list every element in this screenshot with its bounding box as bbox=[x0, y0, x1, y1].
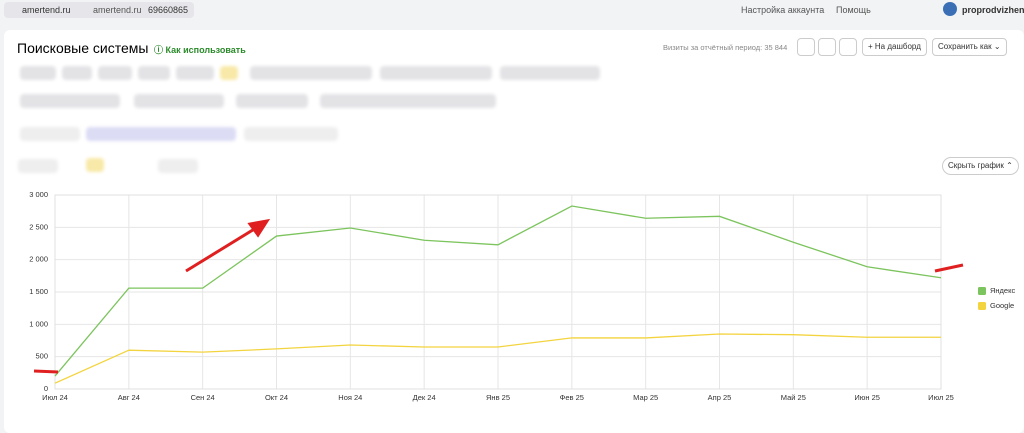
save-as-button[interactable]: Сохранить как ⌄ bbox=[932, 38, 1007, 56]
filter[interactable] bbox=[20, 66, 56, 80]
crumb-site[interactable]: amertend.ru bbox=[93, 5, 142, 15]
x-tick-label: Апр 25 bbox=[708, 393, 732, 402]
filter[interactable] bbox=[158, 159, 198, 173]
x-tick-label: Ноя 24 bbox=[338, 393, 362, 402]
chart: 0 500 1 000 1 500 2 000 2 500 3 000 Июл 24 Авг 2… bbox=[29, 190, 1015, 402]
legend-label: Google bbox=[990, 301, 1014, 310]
series-line bbox=[54, 333, 941, 384]
y-tick-label: 1 500 bbox=[29, 287, 48, 296]
filter[interactable] bbox=[380, 66, 492, 80]
x-tick-label: Июл 25 bbox=[928, 393, 954, 402]
series-line bbox=[54, 205, 942, 377]
x-tick-label: Авг 24 bbox=[118, 393, 140, 402]
y-tick-label: 2 500 bbox=[29, 222, 48, 231]
y-tick-label: 500 bbox=[35, 352, 48, 361]
filter[interactable] bbox=[134, 94, 224, 108]
filter[interactable] bbox=[18, 159, 58, 173]
filter[interactable] bbox=[98, 66, 132, 80]
filter[interactable] bbox=[320, 94, 496, 108]
filter[interactable] bbox=[176, 66, 214, 80]
filter[interactable] bbox=[500, 66, 600, 80]
x-tick-label: Дек 24 bbox=[413, 393, 436, 402]
x-tick-label: Сен 24 bbox=[191, 393, 215, 402]
report-title: Поисковые системы bbox=[17, 40, 149, 56]
arrow-head bbox=[247, 218, 271, 238]
hide-chart-text[interactable]: Скрыть график bbox=[948, 161, 1004, 170]
x-tick-label: Июл 24 bbox=[42, 393, 68, 402]
dashboard-button[interactable]: + На дашборд bbox=[862, 38, 927, 56]
legend-label: Яндекс bbox=[990, 286, 1015, 295]
filter[interactable] bbox=[138, 66, 170, 80]
x-tick-label: Окт 24 bbox=[265, 393, 288, 402]
history-button[interactable] bbox=[797, 38, 815, 56]
export-button[interactable] bbox=[818, 38, 836, 56]
x-tick-label: Фев 25 bbox=[560, 393, 584, 402]
x-tick-label: Янв 25 bbox=[486, 393, 510, 402]
how-to-text[interactable]: Как использовать bbox=[165, 45, 246, 55]
legend-swatch bbox=[978, 302, 986, 310]
y-tick-label: 0 bbox=[44, 384, 48, 393]
filter[interactable] bbox=[220, 66, 238, 80]
y-tick-label: 1 000 bbox=[29, 319, 48, 328]
marker bbox=[33, 369, 59, 374]
filter[interactable] bbox=[86, 158, 104, 172]
filter[interactable] bbox=[250, 66, 372, 80]
visits-total: Визиты за отчётный период: 35 844 bbox=[663, 43, 788, 52]
save-as-text[interactable]: Сохранить как bbox=[938, 42, 992, 51]
avatar[interactable] bbox=[943, 2, 957, 16]
account-settings[interactable]: Настройка аккаунта bbox=[741, 5, 825, 15]
how-to-link[interactable]: ⓘ Как использовать bbox=[154, 45, 246, 55]
x-tick-label: Май 25 bbox=[781, 393, 806, 402]
compare-button[interactable] bbox=[839, 38, 857, 56]
hide-chart-button[interactable]: Скрыть график ⌃ bbox=[942, 157, 1019, 175]
help[interactable]: Помощь bbox=[836, 5, 871, 15]
site-selector[interactable]: amertend.ru bbox=[22, 5, 71, 15]
annotation-arrows bbox=[33, 218, 964, 374]
user-name[interactable]: proprodvizhenye bbox=[962, 5, 1024, 15]
filter[interactable] bbox=[86, 127, 236, 141]
x-tick-label: Июн 25 bbox=[854, 393, 880, 402]
marker bbox=[934, 263, 964, 273]
counter-id[interactable]: 69660865 bbox=[148, 5, 189, 15]
arrow bbox=[185, 226, 257, 273]
y-tick-label: 2 000 bbox=[29, 255, 48, 264]
filter[interactable] bbox=[244, 127, 338, 141]
legend-swatch bbox=[978, 287, 986, 295]
y-tick-label: 3 000 bbox=[29, 190, 48, 199]
plot-frame bbox=[54, 194, 942, 390]
x-tick-label: Мар 25 bbox=[633, 393, 658, 402]
filter[interactable] bbox=[20, 127, 80, 141]
dashboard-text[interactable]: На дашборд bbox=[874, 42, 921, 51]
filter[interactable] bbox=[20, 94, 120, 108]
filter[interactable] bbox=[236, 94, 308, 108]
tab-bar bbox=[4, 2, 194, 18]
filter[interactable] bbox=[62, 66, 92, 80]
